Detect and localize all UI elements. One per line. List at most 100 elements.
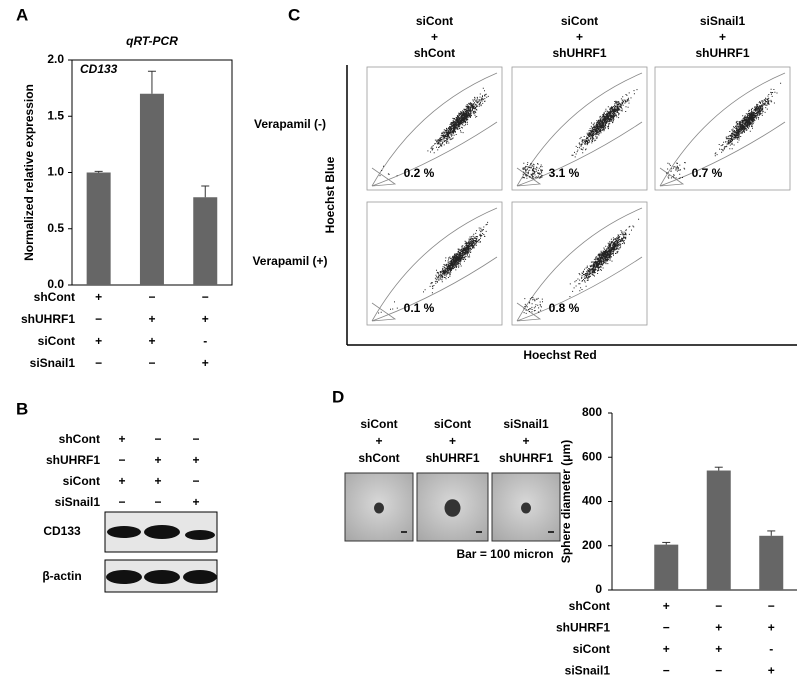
y-tick-label: 200 (582, 538, 602, 552)
blot-bands (106, 525, 217, 584)
condition-sign: + (118, 432, 125, 446)
flow-plot (366, 66, 503, 191)
percentage: 3.1 % (549, 166, 580, 180)
axis-label: Normalized relative expression (22, 84, 36, 261)
bar (86, 172, 111, 285)
condition-sign: − (192, 474, 199, 488)
condition-sign: − (663, 621, 670, 635)
condition-sign: − (148, 356, 155, 370)
condition-sign: − (715, 599, 722, 613)
gate (516, 207, 643, 322)
y-tick-label: 0 (595, 582, 602, 596)
y-tick-label: 1.5 (47, 108, 64, 122)
row-label: Verapamil (+) (252, 254, 327, 268)
condition-sign: + (192, 495, 199, 509)
condition-sign: + (663, 599, 670, 613)
percentage: 0.1 % (404, 301, 435, 315)
column-header: siCont (561, 14, 598, 28)
condition-sign: − (202, 290, 209, 304)
flow-plot (511, 66, 648, 191)
condition-sign: - (203, 334, 207, 348)
column-header: siCont (360, 417, 397, 431)
column-header: + (449, 434, 456, 448)
scale-note: Bar = 100 micron (456, 547, 553, 561)
condition-sign: + (768, 664, 775, 678)
condition-label: siCont (573, 642, 610, 656)
band-label: CD133 (43, 524, 81, 538)
percentage: 0.2 % (404, 166, 435, 180)
column-header: shUHRF1 (499, 451, 553, 465)
dot-cloud (522, 89, 638, 179)
column-header: + (576, 30, 583, 44)
y-tick-label: 1.0 (47, 165, 64, 179)
column-header: + (431, 30, 438, 44)
condition-sign: - (769, 642, 773, 656)
condition-sign: + (154, 453, 161, 467)
condition-sign: − (95, 356, 102, 370)
bar (706, 470, 731, 590)
panel-label: C (288, 5, 300, 24)
sphere (444, 499, 461, 517)
condition-sign: + (202, 312, 209, 326)
flow-plot (511, 201, 648, 326)
gate (371, 72, 498, 187)
condition-sign: − (148, 290, 155, 304)
annotation: CD133 (80, 62, 118, 76)
condition-sign: − (154, 432, 161, 446)
column-header: shUHRF1 (425, 451, 479, 465)
gate (659, 72, 786, 187)
column-header: + (719, 30, 726, 44)
column-header: siCont (434, 417, 471, 431)
chart-title: qRT-PCR (126, 34, 178, 48)
panel-label: A (16, 5, 28, 24)
condition-label: siSnail1 (55, 495, 101, 509)
flow-plot (366, 201, 503, 326)
condition-sign: + (715, 642, 722, 656)
condition-label: shUHRF1 (21, 312, 75, 326)
y-tick-label: 600 (582, 449, 602, 463)
percentage: 0.7 % (692, 166, 723, 180)
column-header: + (522, 434, 529, 448)
bar (139, 93, 164, 285)
y-tick-label: 0.0 (47, 277, 64, 291)
flow-plot (654, 66, 791, 191)
condition-sign: − (715, 664, 722, 678)
condition-sign: + (95, 334, 102, 348)
column-header: shCont (358, 451, 399, 465)
condition-label: siSnail1 (30, 356, 76, 370)
condition-label: shCont (34, 290, 75, 304)
condition-sign: + (192, 453, 199, 467)
condition-sign: + (95, 290, 102, 304)
axis-label: Hoechst Blue (323, 156, 337, 233)
sphere (374, 502, 384, 514)
sphere-image (491, 472, 561, 542)
column-header: siSnail1 (503, 417, 549, 431)
bar (654, 544, 679, 590)
condition-label: shCont (59, 432, 100, 446)
condition-label: shUHRF1 (556, 621, 610, 635)
sphere (521, 502, 531, 514)
gate (371, 207, 498, 322)
condition-sign: + (148, 334, 155, 348)
condition-sign: + (154, 474, 161, 488)
condition-sign: − (95, 312, 102, 326)
column-header: siCont (416, 14, 453, 28)
y-tick-label: 800 (582, 405, 602, 419)
condition-sign: + (768, 621, 775, 635)
column-header: siSnail1 (700, 14, 746, 28)
y-tick-label: 400 (582, 494, 602, 508)
column-header: shCont (414, 46, 455, 60)
axis-label: Hoechst Red (523, 348, 596, 362)
column-header: + (375, 434, 382, 448)
condition-label: shCont (569, 599, 610, 613)
panel-label: B (16, 399, 28, 418)
condition-label: siCont (63, 474, 100, 488)
column-header: shUHRF1 (552, 46, 606, 60)
row-label: Verapamil (-) (254, 117, 326, 131)
panel-label: D (332, 387, 344, 406)
condition-label: siCont (38, 334, 75, 348)
column-header: shUHRF1 (695, 46, 749, 60)
condition-sign: + (148, 312, 155, 326)
condition-sign: + (202, 356, 209, 370)
